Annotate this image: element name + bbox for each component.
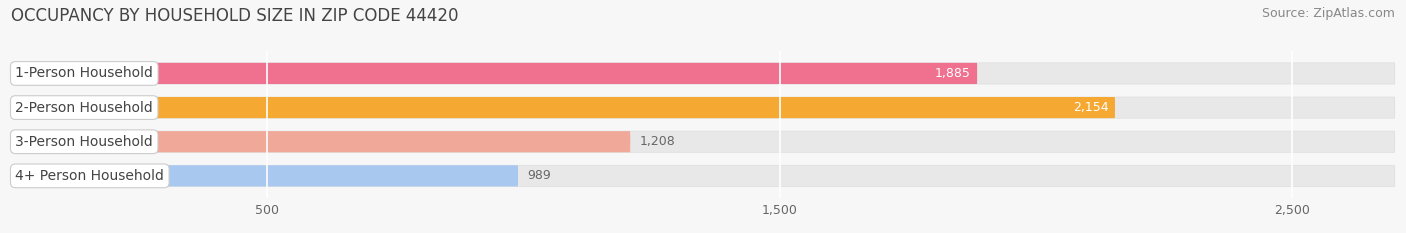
FancyBboxPatch shape [11,63,1395,84]
FancyBboxPatch shape [11,165,517,186]
Text: 2-Person Household: 2-Person Household [15,101,153,115]
FancyBboxPatch shape [11,97,1115,118]
Text: 1,208: 1,208 [640,135,675,148]
FancyBboxPatch shape [11,131,630,152]
Text: 2,154: 2,154 [1073,101,1109,114]
Text: 4+ Person Household: 4+ Person Household [15,169,165,183]
FancyBboxPatch shape [11,165,1395,186]
FancyBboxPatch shape [11,63,977,84]
Text: Source: ZipAtlas.com: Source: ZipAtlas.com [1261,7,1395,20]
Text: OCCUPANCY BY HOUSEHOLD SIZE IN ZIP CODE 44420: OCCUPANCY BY HOUSEHOLD SIZE IN ZIP CODE … [11,7,458,25]
Text: 1,885: 1,885 [935,67,972,80]
Text: 1-Person Household: 1-Person Household [15,66,153,80]
FancyBboxPatch shape [11,97,1395,118]
Text: 3-Person Household: 3-Person Household [15,135,153,149]
FancyBboxPatch shape [11,131,1395,152]
Text: 989: 989 [527,169,551,182]
